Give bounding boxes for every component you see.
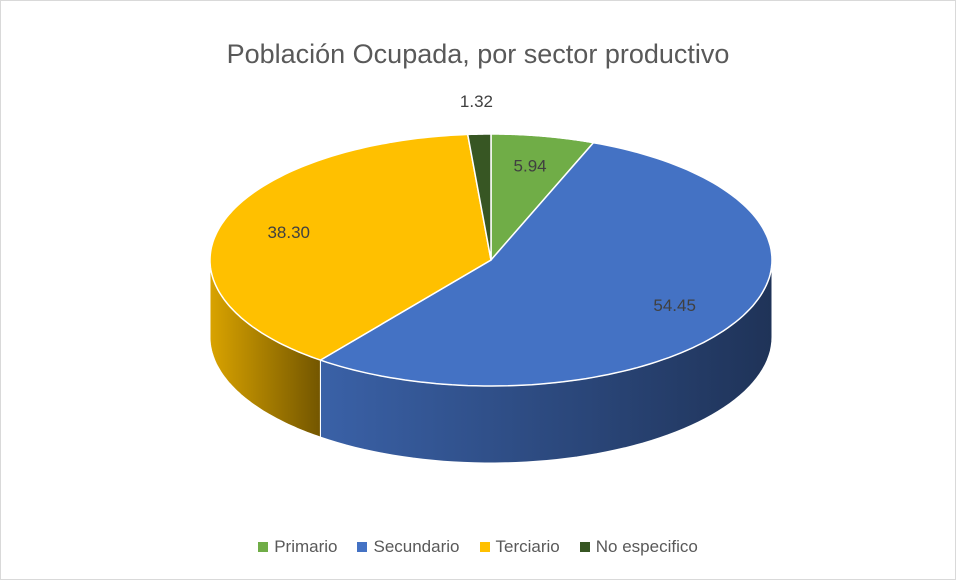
slice — [490, 133, 595, 262]
chart: Población Ocupada, por sector productivo… — [209, 39, 773, 464]
legend: Primario Secundario Terciario No especifico — [1, 537, 955, 557]
legend-label: Primario — [274, 537, 338, 556]
legend-item: Secundario — [357, 537, 460, 557]
legend-item: Terciario — [479, 537, 560, 557]
slice — [318, 141, 773, 464]
slice — [209, 133, 492, 438]
data-label: 1.32 — [460, 92, 493, 111]
slice-top — [318, 141, 773, 387]
legend-swatch — [357, 542, 368, 552]
legend-swatch — [479, 542, 490, 552]
data-label: 38.30 — [267, 223, 310, 242]
data-label: 54.45 — [653, 296, 696, 315]
legend-label: Secundario — [373, 537, 460, 556]
slice-top — [209, 133, 492, 361]
legend-label: No especifico — [595, 537, 698, 556]
legend-swatch — [579, 542, 590, 552]
legend-item: Primario — [258, 537, 337, 557]
chart-title: Población Ocupada, por sector productivo — [227, 39, 730, 69]
legend-item: No especifico — [579, 537, 698, 557]
slice-top — [466, 133, 492, 261]
slice-top — [490, 133, 595, 262]
legend-swatch — [258, 542, 269, 552]
legend-label: Terciario — [495, 537, 560, 556]
data-label: 5.94 — [514, 157, 547, 176]
slice — [466, 133, 492, 261]
